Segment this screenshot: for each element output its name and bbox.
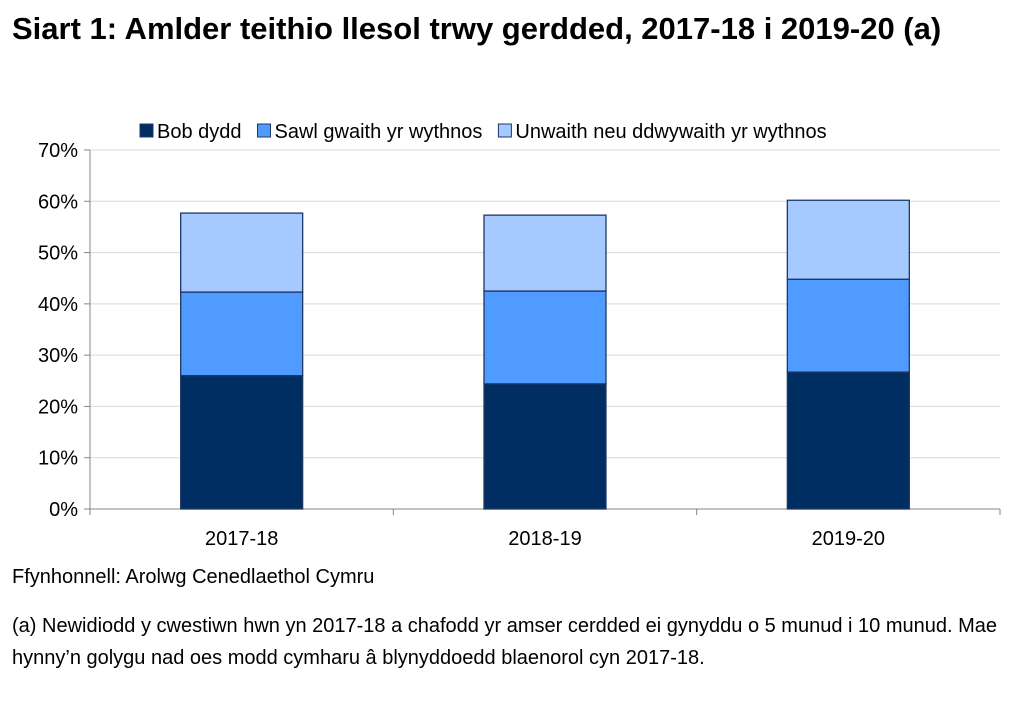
- legend-swatch: [497, 123, 512, 138]
- y-tick-label: 70%: [38, 140, 78, 162]
- bar-segment: [786, 371, 910, 510]
- source-text: Ffynhonnell: Arolwg Cenedlaethol Cymru: [12, 566, 375, 588]
- footnote: (a) Newidiodd y cwestiwn hwn yn 2017-18 …: [12, 615, 997, 669]
- y-tick-label: 60%: [38, 191, 78, 213]
- x-tick-label: 2018-19: [508, 528, 581, 550]
- bar-segment: [786, 278, 910, 373]
- x-tick-label: 2017-18: [205, 528, 278, 550]
- y-tick-label: 0%: [49, 499, 78, 521]
- legend-label: Bob dydd: [157, 121, 242, 143]
- legend-swatch: [257, 123, 272, 138]
- y-tick-label: 10%: [38, 448, 78, 470]
- bar-segment: [483, 290, 607, 385]
- y-tick-label: 50%: [38, 243, 78, 265]
- bar-segment: [180, 375, 304, 510]
- y-tick-label: 40%: [38, 294, 78, 316]
- x-tick-label: 2019-20: [812, 528, 885, 550]
- legend-label: Sawl gwaith yr wythnos: [275, 121, 483, 143]
- legend-label: Unwaith neu ddwywaith yr wythnos: [515, 121, 826, 143]
- legend-swatch: [139, 123, 154, 138]
- bar-segment: [786, 199, 910, 280]
- chart-title: Siart 1: Amlder teithio llesol trwy gerd…: [12, 11, 942, 46]
- y-tick-label: 20%: [38, 396, 78, 418]
- bar-segment: [180, 212, 304, 293]
- y-tick-label: 30%: [38, 345, 78, 367]
- bar-segment: [483, 214, 607, 292]
- stacked-bar-chart: 0% 10% 20% 30% 40% 50% 60% 70% 2017-18 2018-19 201…: [38, 121, 1001, 550]
- bar-segment: [180, 291, 304, 377]
- bar-segment: [483, 383, 607, 510]
